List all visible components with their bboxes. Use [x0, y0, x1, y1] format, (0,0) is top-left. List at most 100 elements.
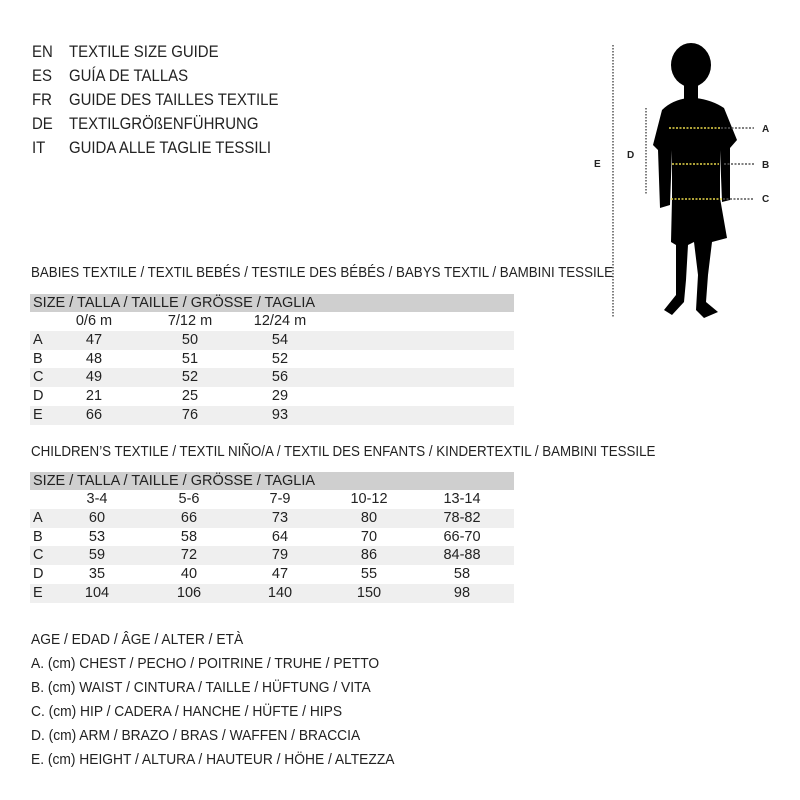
table-header: SIZE / TALLA / TAILLE / GRÖSSE / TAGLIA	[30, 472, 514, 490]
column-header-row: 0/6 m 7/12 m 12/24 m	[30, 312, 514, 331]
table-cell: 40	[180, 566, 198, 583]
table-cell: 98	[453, 584, 471, 601]
child-silhouette	[653, 43, 737, 318]
row-label: A	[33, 509, 43, 526]
table-row: E 66 76 93	[30, 405, 514, 425]
language-code: FR	[32, 90, 52, 109]
table-cell: 56	[271, 369, 289, 386]
column-header: 10-12	[350, 491, 388, 507]
label-e: E	[594, 159, 601, 170]
title-en: EN TEXTILE SIZE GUIDE	[32, 42, 219, 62]
row-label: E	[33, 584, 43, 601]
title-es: ES GUÍA DE TALLAS	[32, 66, 188, 86]
title-text: TEXTILE SIZE GUIDE	[68, 42, 219, 61]
table-cell: 140	[267, 584, 293, 601]
table-cell: 79	[271, 547, 289, 564]
table-row: B 53 58 64 70 66-70	[30, 528, 514, 547]
legend-item: D. (cm) ARM / BRAZO / BRAS / WAFFEN / BR…	[31, 727, 361, 744]
table-cell: 66	[85, 406, 103, 423]
row-label: B	[33, 350, 43, 367]
table-cell: 72	[180, 547, 198, 564]
language-code: EN	[32, 42, 53, 61]
table-cell: 60	[88, 509, 106, 526]
table-cell: 35	[88, 566, 106, 583]
table-cell: 76	[181, 406, 199, 423]
table-cell: 53	[88, 528, 106, 545]
title-it: IT GUIDA ALLE TAGLIE TESSILI	[32, 138, 271, 158]
babies-size-table: SIZE / TALLA / TAILLE / GRÖSSE / TAGLIA 0…	[30, 294, 514, 425]
row-label: C	[33, 369, 44, 386]
table-cell: 59	[88, 547, 106, 564]
column-header: 12/24 m	[253, 313, 307, 329]
legend-item: B. (cm) WAIST / CINTURA / TAILLE / HÜFTU…	[31, 679, 371, 696]
title-de: DE TEXTILGRÖßENFÜHRUNG	[32, 114, 258, 134]
table-cell: 48	[85, 350, 103, 367]
table-cell: 49	[85, 369, 103, 386]
children-section-title: CHILDREN’S TEXTILE / TEXTIL NIÑO/A / TEX…	[31, 444, 656, 460]
language-code: IT	[32, 138, 46, 157]
legend-item: E. (cm) HEIGHT / ALTURA / HAUTEUR / HÖHE…	[31, 751, 395, 768]
table-cell: 58	[453, 566, 471, 583]
table-row: C 59 72 79 86 84-88	[30, 546, 514, 566]
title-fr: FR GUIDE DES TAILLES TEXTILE	[32, 90, 278, 110]
label-b: B	[762, 160, 769, 171]
table-cell: 86	[360, 547, 378, 564]
child-silhouette-figure: A B C D E	[594, 43, 769, 318]
measure-lines	[669, 127, 754, 200]
row-label: D	[33, 566, 44, 583]
row-label: B	[33, 528, 43, 545]
column-header: 3-4	[86, 491, 108, 507]
table-cell: 29	[271, 388, 289, 405]
column-header-row: 3-4 5-6 7-9 10-12 13-14	[30, 490, 514, 509]
table-row: D 35 40 47 55 58	[30, 565, 514, 584]
table-cell: 47	[271, 566, 289, 583]
table-cell: 52	[181, 369, 199, 386]
babies-section-title: BABIES TEXTILE / TEXTIL BEBÉS / TESTILE …	[31, 265, 614, 281]
table-cell: 25	[181, 388, 199, 405]
table-cell: 50	[181, 331, 199, 348]
column-header: 0/6 m	[75, 313, 113, 329]
column-header: 13-14	[443, 491, 481, 507]
row-label: C	[33, 547, 44, 564]
table-cell: 78-82	[443, 509, 481, 526]
row-label: D	[33, 388, 44, 405]
table-row: A 60 66 73 80 78-82	[30, 508, 514, 528]
title-text: GUÍA DE TALLAS	[68, 66, 189, 85]
legend-item: A. (cm) CHEST / PECHO / POITRINE / TRUHE…	[31, 655, 380, 672]
table-cell: 64	[271, 528, 289, 545]
language-code: ES	[32, 66, 52, 85]
label-a: A	[762, 124, 769, 135]
legend-item: C. (cm) HIP / CADERA / HANCHE / HÜFTE / …	[31, 703, 343, 720]
row-label: E	[33, 406, 43, 423]
title-text: TEXTILGRÖßENFÜHRUNG	[68, 114, 259, 133]
label-d: D	[627, 150, 634, 161]
table-row: E 104 106 140 150 98	[30, 583, 514, 603]
table-row: B 48 51 52	[30, 350, 514, 369]
language-code: DE	[32, 114, 53, 133]
table-cell: 104	[84, 584, 110, 601]
title-text: GUIDA ALLE TAGLIE TESSILI	[68, 138, 272, 157]
table-cell: 80	[360, 509, 378, 526]
table-row: C 49 52 56	[30, 368, 514, 388]
table-cell: 52	[271, 350, 289, 367]
table-cell: 54	[271, 331, 289, 348]
legend-item: AGE / EDAD / ÂGE / ALTER / ETÀ	[31, 631, 244, 648]
column-header: 7/12 m	[167, 313, 213, 329]
table-cell: 55	[360, 566, 378, 583]
children-size-table: SIZE / TALLA / TAILLE / GRÖSSE / TAGLIA 3…	[30, 472, 514, 603]
table-header: SIZE / TALLA / TAILLE / GRÖSSE / TAGLIA	[30, 294, 514, 312]
table-cell: 70	[360, 528, 378, 545]
table-cell: 84-88	[443, 547, 481, 564]
table-cell: 106	[176, 584, 202, 601]
table-cell: 66	[180, 509, 198, 526]
table-cell: 66-70	[443, 528, 481, 545]
table-cell: 93	[271, 406, 289, 423]
column-header: 5-6	[178, 491, 200, 507]
label-c: C	[762, 194, 769, 205]
table-cell: 47	[85, 331, 103, 348]
title-text: GUIDE DES TAILLES TEXTILE	[68, 90, 279, 109]
column-header: 7-9	[269, 491, 291, 507]
table-row: A 47 50 54	[30, 330, 514, 350]
table-cell: 21	[85, 388, 103, 405]
